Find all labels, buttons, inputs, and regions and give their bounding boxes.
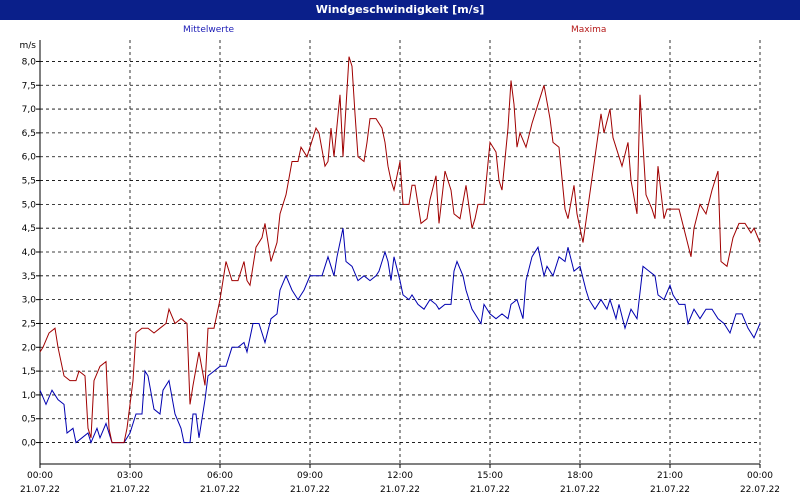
y-tick-label: 3,5 — [22, 272, 36, 282]
x-tick-time: 00:00 — [747, 471, 773, 481]
x-tick-time: 06:00 — [207, 471, 233, 481]
y-tick-label: 5,5 — [22, 177, 36, 187]
series-line-maxima — [39, 56, 761, 444]
x-tick-time: 21:00 — [657, 471, 683, 481]
x-tick-time: 03:00 — [117, 471, 143, 481]
x-tick-time: 00:00 — [27, 471, 53, 481]
x-tick-time: 09:00 — [297, 471, 323, 481]
x-tick-date: 21.07.22 — [380, 485, 420, 495]
y-tick-label: 5,0 — [22, 200, 37, 210]
x-tick-date: 21.07.22 — [290, 485, 330, 495]
legend-maxima: Maxima — [571, 25, 607, 35]
y-axis: 0,0 0,5 1,0 1,5 2,0 2,5 3,0 3,5 4,0 4,5 5,0 5,5 6,0 6… — [22, 57, 40, 449]
y-tick-label: 7,5 — [22, 81, 36, 91]
x-axis: 00:00 21.07.22 03:00 21.07.22 06:00 21.07.22 0… — [20, 464, 780, 495]
y-tick-label: 3,0 — [22, 296, 37, 306]
y-tick-label: 2,5 — [22, 319, 36, 329]
legend-mittelwerte: Mittelwerte — [183, 25, 235, 35]
y-tick-label: 1,5 — [22, 367, 36, 377]
y-tick-label: 6,5 — [22, 129, 36, 139]
x-tick-date: 22.07.22 — [740, 485, 780, 495]
series-lines — [39, 56, 761, 445]
x-tick-date: 21.07.22 — [470, 485, 510, 495]
y-axis-label: m/s — [20, 41, 37, 51]
y-tick-label: 6,0 — [22, 153, 37, 163]
y-tick-label: 8,0 — [22, 57, 37, 67]
x-tick-date: 21.07.22 — [200, 485, 240, 495]
series-line-mittelwerte — [39, 228, 761, 445]
y-tick-label: 2,0 — [22, 343, 37, 353]
y-tick-label: 0,5 — [22, 415, 36, 425]
y-tick-label: 4,5 — [22, 224, 36, 234]
x-tick-time: 18:00 — [567, 471, 593, 481]
x-tick-date: 21.07.22 — [110, 485, 150, 495]
x-tick-date: 21.07.22 — [560, 485, 600, 495]
x-tick-date: 21.07.22 — [20, 485, 60, 495]
y-tick-label: 4,0 — [22, 248, 37, 258]
grid-lines — [40, 40, 761, 464]
y-tick-label: 7,0 — [22, 105, 37, 115]
y-tick-label: 0,0 — [22, 439, 37, 449]
y-tick-label: 1,0 — [22, 391, 37, 401]
x-tick-time: 12:00 — [387, 471, 413, 481]
x-tick-time: 15:00 — [477, 471, 503, 481]
x-tick-date: 21.07.22 — [650, 485, 690, 495]
chart-title: Windgeschwindigkeit [m/s] — [0, 0, 800, 20]
